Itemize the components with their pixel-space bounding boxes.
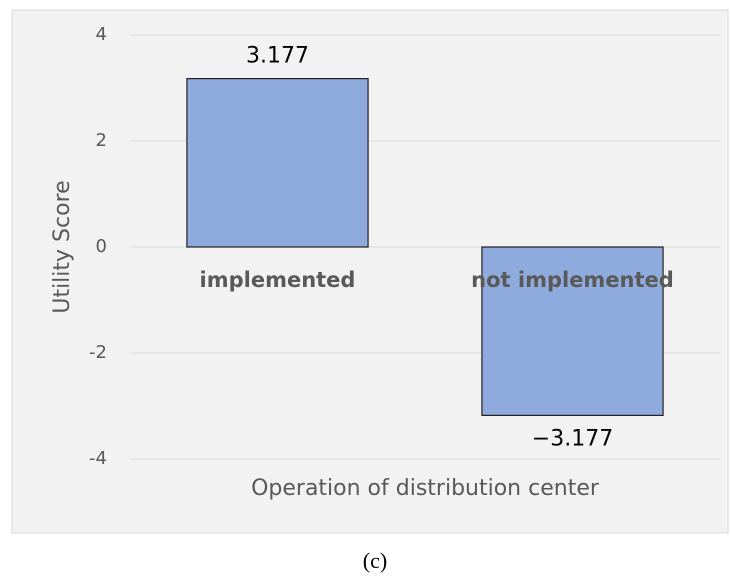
y-tick-label: -4 [89,448,107,469]
bar [186,78,369,248]
value-label: 3.177 [246,44,309,69]
x-tick-label: not implemented [471,268,674,292]
value-label: −3.177 [532,426,613,451]
y-axis-label: Utility Score [50,180,75,313]
caption: (c) [363,548,387,573]
y-tick-label: 2 [96,130,107,151]
bar [481,246,664,416]
x-tick-label: implemented [200,268,356,292]
y-tick-label: 0 [96,236,107,257]
y-tick-label: 4 [96,24,107,45]
y-tick-label: -2 [89,342,107,363]
x-axis-label: Operation of distribution center [251,476,600,501]
